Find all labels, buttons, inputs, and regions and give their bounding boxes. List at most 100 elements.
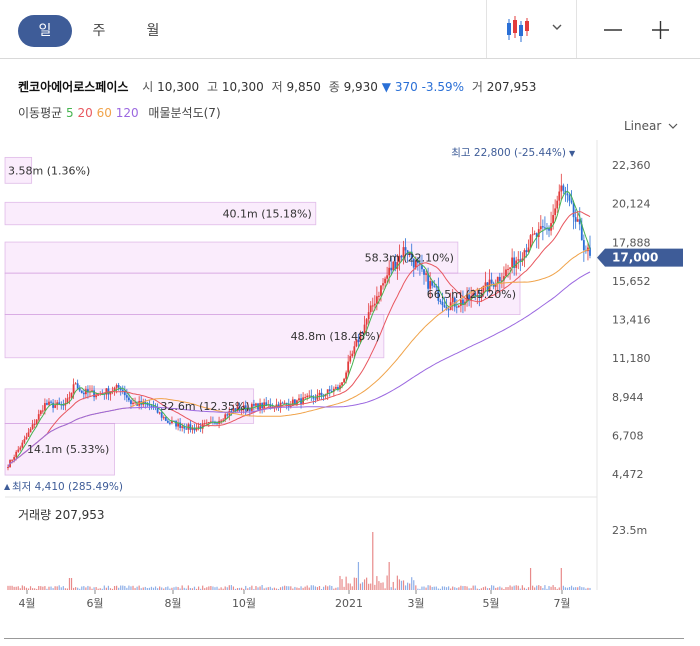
volume-bar	[355, 577, 357, 590]
volume-bar	[64, 588, 66, 590]
chevron-down-icon	[668, 119, 678, 133]
candle-body	[433, 285, 436, 287]
candle-body	[310, 395, 313, 397]
candle-body	[349, 356, 352, 362]
volume-bar	[68, 578, 71, 590]
volume-bar	[181, 585, 183, 590]
volume-bar	[466, 586, 468, 590]
volume-bar	[538, 585, 540, 590]
candle-body	[80, 390, 83, 393]
y-tick-label: 15,652	[612, 275, 651, 288]
candle-body	[474, 293, 477, 297]
candle-body	[416, 260, 419, 264]
candle-body	[406, 250, 409, 255]
tab-month[interactable]: 월	[146, 23, 160, 39]
volume-bar	[573, 587, 575, 590]
candle-body	[250, 404, 253, 411]
volume-bar	[382, 582, 384, 590]
candle-body	[332, 388, 335, 392]
x-tick-label: 8월	[164, 597, 181, 610]
candlestick-icon	[507, 16, 562, 42]
volume-bar	[583, 587, 585, 590]
volume-profile-label: 66.5m (25.20%)	[427, 288, 516, 301]
volume-bar	[288, 586, 290, 590]
x-tick-label: 3월	[407, 597, 424, 610]
plus-button[interactable]	[638, 0, 688, 58]
tab-week[interactable]: 주	[92, 23, 106, 39]
candle-body	[52, 402, 54, 408]
candle-body	[316, 394, 319, 400]
candle-body	[312, 396, 315, 399]
candle-body	[259, 403, 261, 410]
candle-body	[263, 402, 266, 409]
volume-bar	[329, 585, 331, 590]
volume-bar	[341, 579, 343, 590]
volume-bar	[300, 586, 302, 590]
volume-bar	[322, 586, 325, 590]
candle-body	[548, 228, 550, 231]
volume-bar	[468, 588, 470, 590]
volume-bars	[7, 532, 591, 590]
candle-body	[17, 449, 20, 452]
scale-mode-select[interactable]: Linear	[624, 119, 678, 133]
candle-body	[224, 414, 227, 420]
volume-bar	[19, 588, 21, 590]
candle-body	[490, 279, 493, 284]
minus-button[interactable]	[576, 0, 639, 58]
close-label: 종	[328, 80, 340, 94]
ma-60: 60	[96, 106, 112, 120]
volume-bar	[333, 588, 335, 590]
volume-bar	[339, 575, 341, 590]
volume-bar	[134, 588, 136, 590]
volume-bar	[218, 588, 220, 590]
volume-bar	[208, 586, 210, 590]
volume-bar	[501, 587, 503, 590]
volume-profile-band	[4, 241, 459, 274]
current-price-label: 17,000	[612, 251, 658, 265]
candle-body	[226, 414, 229, 416]
volume-bar	[212, 586, 214, 590]
candle-body	[23, 439, 26, 443]
tab-day[interactable]: 일	[18, 15, 72, 47]
volume-bar	[224, 586, 226, 590]
volume-bar	[407, 582, 409, 590]
volume-bar	[413, 580, 415, 590]
candle-body	[302, 397, 304, 405]
volume-bar	[261, 585, 263, 590]
volume-bar	[34, 588, 36, 590]
volume-bar	[103, 585, 105, 590]
volume-bar	[472, 585, 474, 590]
volume-bar	[546, 588, 548, 590]
volume-bar	[36, 588, 38, 590]
volume-bar	[226, 587, 228, 590]
volume-bar	[118, 587, 120, 590]
candle-body	[328, 389, 331, 392]
candle-body	[35, 419, 38, 424]
volume-bar	[579, 586, 581, 590]
volume-bar	[265, 587, 267, 590]
candle-body	[429, 281, 432, 289]
candle-body	[517, 259, 520, 261]
candle-body	[76, 383, 79, 389]
candle-body	[62, 404, 65, 406]
candle-body	[511, 257, 514, 268]
volume-bar	[310, 585, 312, 590]
volume-bar	[363, 579, 366, 590]
volume-bar	[27, 588, 30, 590]
volume-bar	[320, 588, 323, 590]
candle-body	[164, 417, 167, 421]
volume-profile-band	[4, 201, 317, 226]
candle-body	[173, 420, 175, 422]
volume-bar	[282, 586, 284, 590]
volume-bar	[113, 585, 116, 590]
volume-profile-label: 14.1m (5.33%)	[27, 443, 109, 456]
volume-bar	[564, 587, 567, 590]
volume-bar	[60, 587, 62, 590]
volume-bar	[126, 587, 128, 590]
volume-bar	[456, 587, 458, 590]
volume-bar	[398, 579, 401, 590]
x-tick-label: 7월	[553, 597, 570, 610]
candle-body	[214, 421, 216, 424]
volume-bar	[245, 585, 247, 590]
chart-type-button[interactable]	[486, 0, 577, 58]
